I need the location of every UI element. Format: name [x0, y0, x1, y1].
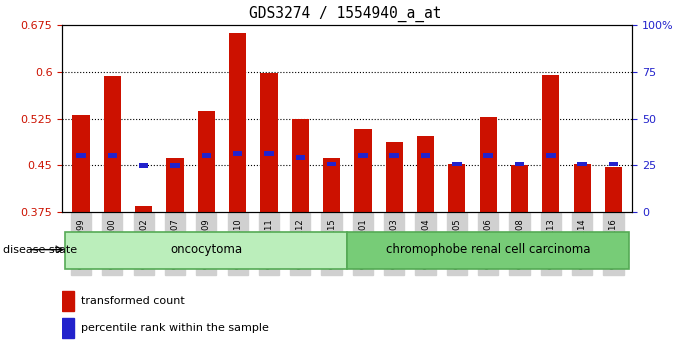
Bar [484, 153, 493, 158]
Bar [323, 158, 340, 212]
Text: oncocytoma: oncocytoma [170, 243, 243, 256]
Bar [358, 153, 368, 158]
Text: chromophobe renal cell carcinoma: chromophobe renal cell carcinoma [386, 243, 590, 256]
Bar [574, 164, 591, 212]
Bar [233, 152, 243, 156]
Bar [480, 117, 497, 212]
Text: disease state: disease state [3, 245, 77, 256]
Bar [170, 163, 180, 168]
FancyBboxPatch shape [347, 232, 629, 269]
Bar [511, 166, 528, 212]
Bar [202, 153, 211, 158]
Bar [417, 136, 434, 212]
Bar [390, 153, 399, 158]
Bar [515, 162, 524, 166]
Bar [73, 115, 90, 212]
Bar [386, 142, 403, 212]
Bar [229, 33, 246, 212]
Bar [578, 162, 587, 166]
Bar [198, 111, 215, 212]
Bar [108, 153, 117, 158]
Bar [261, 73, 278, 212]
FancyBboxPatch shape [66, 232, 347, 269]
Bar [62, 318, 73, 338]
Bar [135, 206, 152, 212]
Bar [139, 163, 149, 168]
Bar [264, 152, 274, 156]
Bar [76, 153, 86, 158]
Bar [292, 119, 309, 212]
Bar [542, 75, 560, 212]
Bar [167, 158, 184, 212]
Bar [452, 162, 462, 166]
Bar [605, 167, 622, 212]
Bar [546, 153, 556, 158]
Bar [296, 155, 305, 160]
Text: GDS3274 / 1554940_a_at: GDS3274 / 1554940_a_at [249, 5, 442, 22]
Text: transformed count: transformed count [81, 296, 185, 306]
Bar [421, 153, 430, 158]
Bar [104, 76, 121, 212]
Bar [354, 129, 372, 212]
Text: percentile rank within the sample: percentile rank within the sample [81, 323, 269, 333]
Bar [448, 164, 466, 212]
Bar [62, 291, 73, 310]
Bar [327, 162, 337, 166]
Bar [609, 162, 618, 166]
